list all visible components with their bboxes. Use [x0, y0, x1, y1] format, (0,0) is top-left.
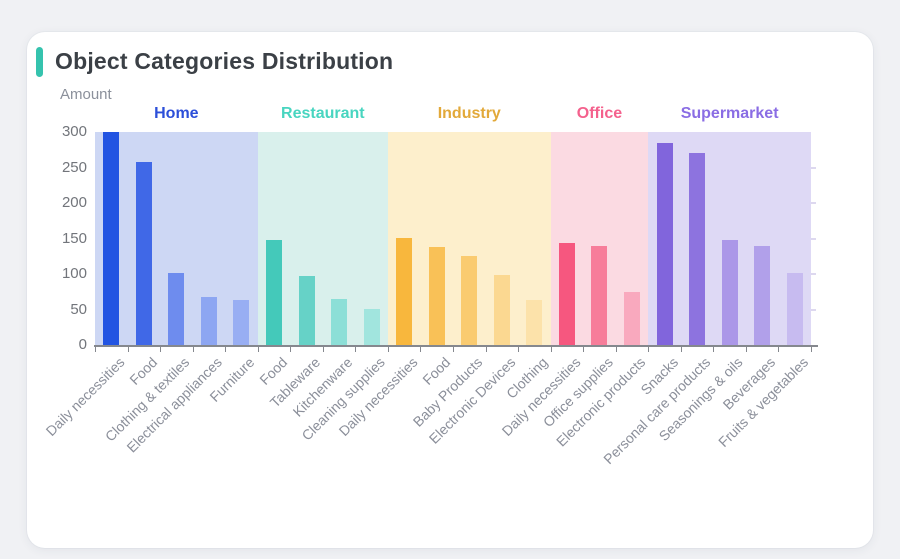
right-axis-tick	[811, 308, 816, 311]
bar-restaurant-food	[266, 240, 282, 345]
bar-supermarket-fruits-vegetables	[786, 273, 803, 345]
bar-home-daily-necessities	[103, 132, 120, 345]
x-axis-tick	[192, 347, 194, 352]
right-axis-tick	[811, 202, 816, 204]
y-tick-label: 200	[61, 194, 87, 211]
x-axis-tick	[550, 347, 552, 352]
x-axis-tick	[453, 347, 454, 352]
group-label-restaurant: Restaurant	[281, 105, 365, 122]
x-axis-line	[94, 345, 818, 347]
x-axis-tick	[225, 347, 227, 352]
bar-restaurant-tableware	[298, 276, 315, 345]
group-label-supermarket: Supermarket	[680, 105, 779, 122]
x-axis-tick	[257, 347, 259, 352]
group-label-industry: Industry	[437, 105, 501, 122]
y-tick-label: 100	[61, 265, 87, 282]
right-axis-tick	[811, 237, 816, 240]
bar-industry-electronic-devices	[493, 275, 510, 345]
x-axis-tick	[518, 347, 520, 352]
title-accent-bar	[36, 47, 43, 77]
x-axis-tick	[127, 347, 129, 352]
y-tick-label: 250	[61, 158, 87, 176]
bar-home-furniture	[233, 300, 250, 345]
bar-home-clothing-textiles	[168, 273, 185, 345]
bar-industry-baby-products	[461, 256, 478, 345]
x-axis-tick	[615, 347, 617, 352]
bar-home-electrical-appliances	[200, 297, 217, 345]
bar-office-daily-necessities	[558, 243, 575, 345]
y-tick-label: 300	[61, 123, 87, 140]
bar-home-food	[135, 162, 152, 345]
bar-industry-clothing	[526, 300, 543, 345]
x-axis-tick	[160, 347, 162, 352]
x-axis-tick	[485, 347, 487, 352]
page-title: Object Categories Distribution	[55, 48, 394, 74]
x-axis-tick	[583, 347, 585, 352]
group-label-office: Office	[576, 105, 623, 122]
x-axis-tick	[322, 347, 324, 352]
chart-card: Object Categories Distribution Amount Ho…	[27, 32, 873, 548]
y-axis-title: Amount	[60, 86, 112, 103]
right-axis-tick	[811, 166, 816, 169]
bar-supermarket-snacks	[656, 143, 673, 345]
x-axis-tick	[648, 347, 650, 352]
bar-office-office-supplies	[591, 246, 608, 345]
bar-supermarket-seasonings-oils	[721, 240, 738, 345]
bar-industry-daily-necessities	[396, 238, 413, 345]
x-axis-tick	[778, 347, 780, 352]
x-axis-tick	[355, 347, 357, 352]
bar-restaurant-kitchenware	[331, 299, 348, 345]
group-label-home: Home	[154, 105, 199, 122]
chart-area: Home Daily necessities Food Clothing & text…	[27, 32, 873, 548]
x-axis-tick	[713, 347, 715, 352]
y-tick-label: 150	[61, 229, 87, 247]
x-axis-tick	[680, 347, 682, 352]
bar-supermarket-beverages	[754, 246, 771, 345]
bar-supermarket-personal-care-products	[689, 153, 706, 345]
y-tick-label: 50	[70, 300, 87, 318]
bar-restaurant-cleaning-supplies	[363, 309, 380, 345]
x-axis-tick	[811, 347, 812, 352]
y-tick-label: 0	[78, 336, 87, 353]
x-axis-tick	[95, 347, 96, 352]
bar-industry-food	[428, 247, 445, 345]
right-axis-tick	[811, 273, 816, 275]
x-axis-tick	[420, 347, 422, 352]
x-axis-tick	[745, 347, 747, 352]
x-axis-tick	[290, 347, 292, 352]
x-axis-tick	[387, 347, 389, 352]
bar-office-electronic-products	[624, 292, 640, 345]
